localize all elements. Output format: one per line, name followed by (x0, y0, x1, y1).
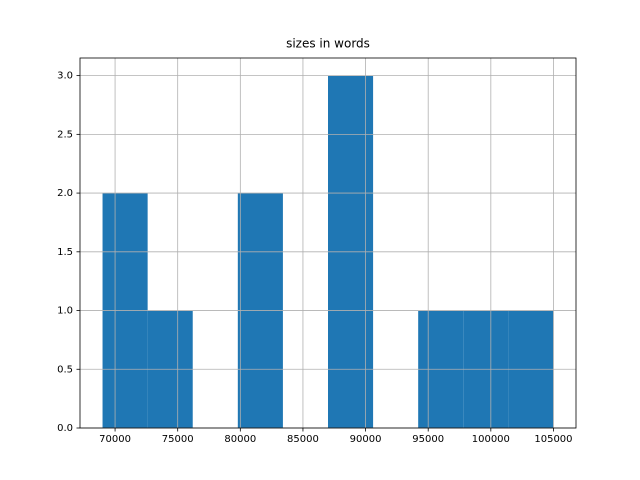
y-tick-label: 2.0 (57, 188, 73, 199)
x-tick-label: 90000 (350, 434, 382, 445)
y-tick-label: 3.0 (57, 71, 73, 82)
y-tick-label: 0.0 (57, 423, 73, 434)
x-tick-label: 100000 (472, 434, 510, 445)
x-tick-label: 70000 (99, 434, 131, 445)
y-tick-label: 0.5 (57, 364, 73, 375)
axes-frame (79, 57, 577, 429)
y-tick-label: 1.5 (57, 247, 73, 258)
x-tick-label: 75000 (162, 434, 194, 445)
x-tick-label: 80000 (224, 434, 256, 445)
x-tick-label: 95000 (412, 434, 444, 445)
chart-title: sizes in words (286, 37, 370, 51)
x-tick-label: 85000 (287, 434, 319, 445)
y-tick-label: 2.5 (57, 129, 73, 140)
y-tick-label: 1.0 (57, 306, 73, 317)
x-tick-label: 105000 (534, 434, 572, 445)
